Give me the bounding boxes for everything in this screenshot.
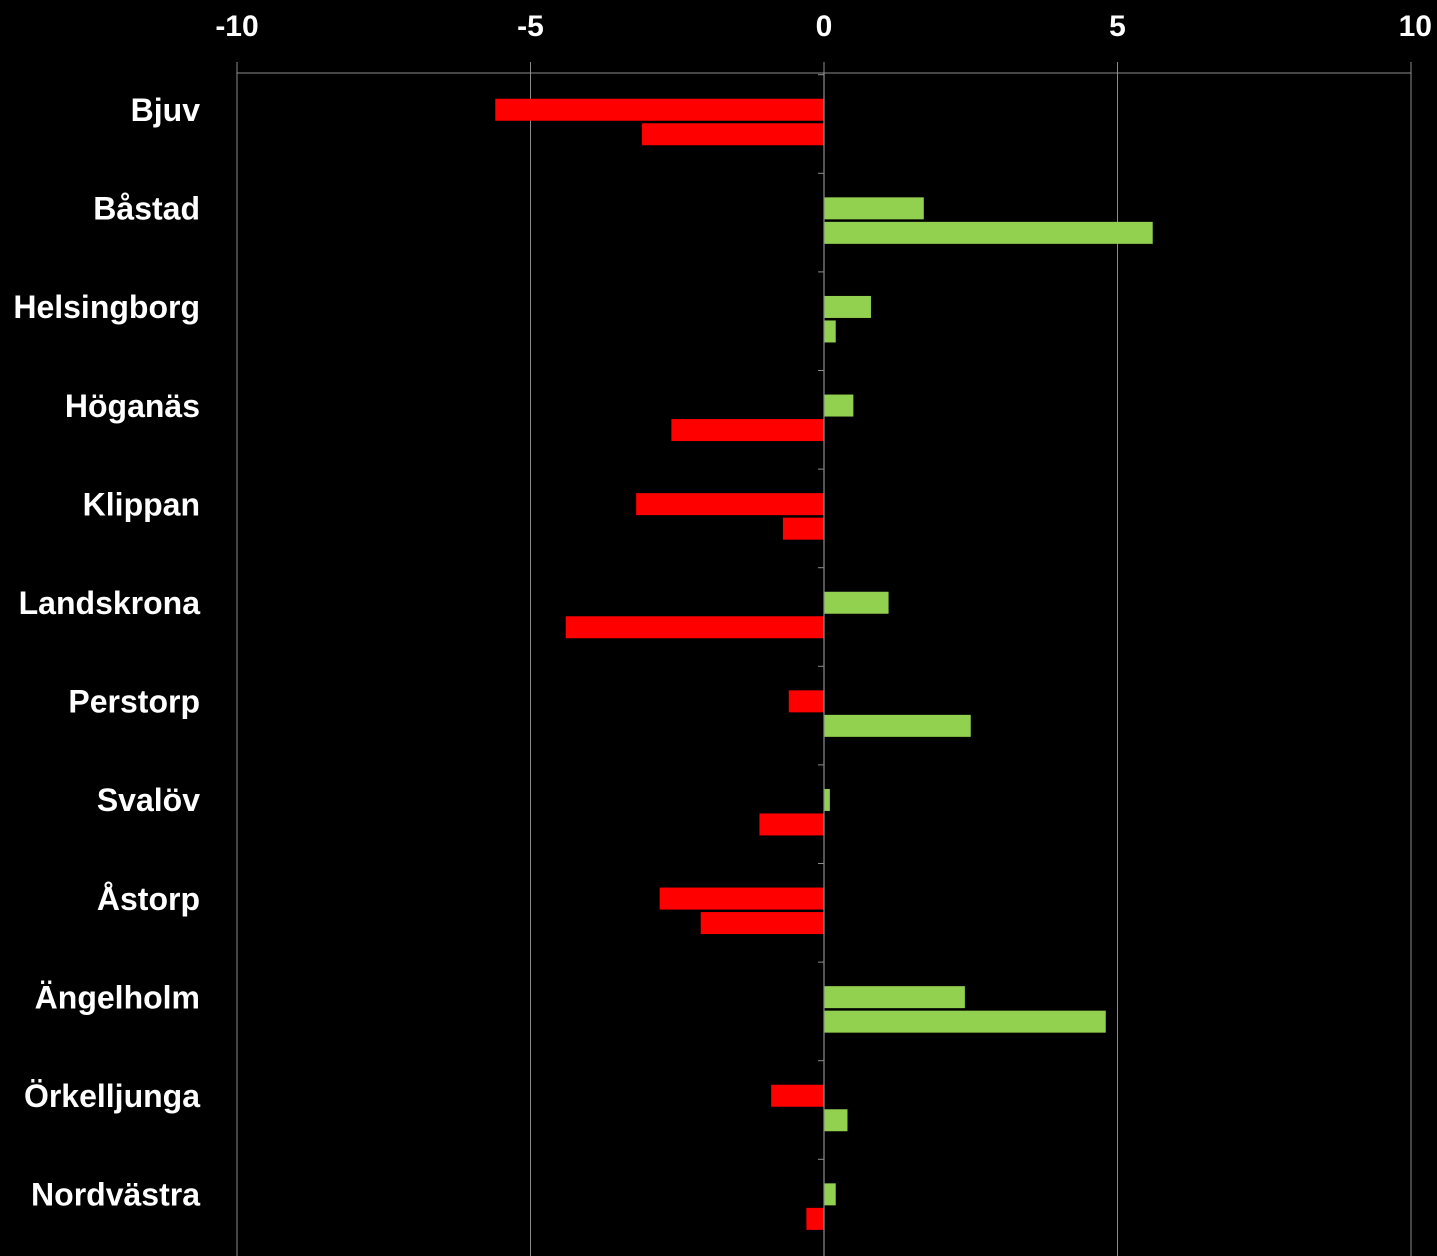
category-label: Klippan	[83, 486, 200, 522]
x-tick-label: -10	[215, 10, 258, 43]
category-label: Örkelljunga	[24, 1078, 200, 1114]
x-axis-tick-labels: -10 -5 0 5 10	[215, 10, 1432, 43]
category-label: Landskrona	[19, 585, 201, 621]
x-tick-label: 5	[1109, 10, 1126, 43]
bar-båstad-2	[824, 221, 1153, 244]
category-label: Åstorp	[97, 881, 200, 917]
bar-åstorp-2	[700, 912, 824, 935]
bar-perstorp-2	[824, 714, 971, 737]
bar-helsingborg-2	[824, 320, 836, 343]
bar-klippan-1	[636, 493, 824, 516]
bar-svalöv-1	[824, 788, 830, 811]
bar-örkelljunga-2	[824, 1109, 848, 1132]
bar-örkelljunga-1	[771, 1084, 824, 1107]
category-label: Nordvästra	[31, 1177, 200, 1213]
bar-bjuv-1	[495, 98, 824, 121]
bars	[495, 98, 1153, 1230]
category-labels: Bjuv Båstad Helsingborg Höganäs Klippan Lands…	[13, 92, 200, 1213]
bar-svalöv-2	[759, 813, 824, 836]
bar-landskrona-2	[565, 616, 824, 639]
category-label: Höganäs	[65, 388, 200, 424]
bar-klippan-2	[782, 517, 824, 540]
category-label: Ängelholm	[35, 979, 200, 1015]
category-label: Perstorp	[68, 684, 200, 720]
x-tick-label: 10	[1399, 10, 1432, 43]
bar-bjuv-2	[642, 123, 824, 146]
bar-åstorp-1	[659, 887, 824, 910]
category-axis	[818, 73, 825, 1256]
bar-höganäs-1	[824, 394, 854, 417]
category-label: Svalöv	[97, 782, 200, 818]
bar-båstad-1	[824, 197, 924, 220]
bar-höganäs-2	[671, 419, 824, 442]
bar-nordvästra-2	[806, 1207, 824, 1230]
bar-helsingborg-1	[824, 295, 871, 318]
bar-perstorp-1	[788, 690, 824, 713]
category-label: Bjuv	[131, 92, 201, 128]
bar-nordvästra-1	[824, 1183, 836, 1206]
category-label: Helsingborg	[13, 289, 200, 325]
x-tick-label: -5	[517, 10, 544, 43]
bar-ängelholm-2	[824, 1010, 1106, 1033]
bar-landskrona-1	[824, 591, 889, 614]
x-tick-label: 0	[816, 10, 833, 43]
bar-ängelholm-1	[824, 986, 965, 1009]
category-label: Båstad	[93, 191, 200, 227]
